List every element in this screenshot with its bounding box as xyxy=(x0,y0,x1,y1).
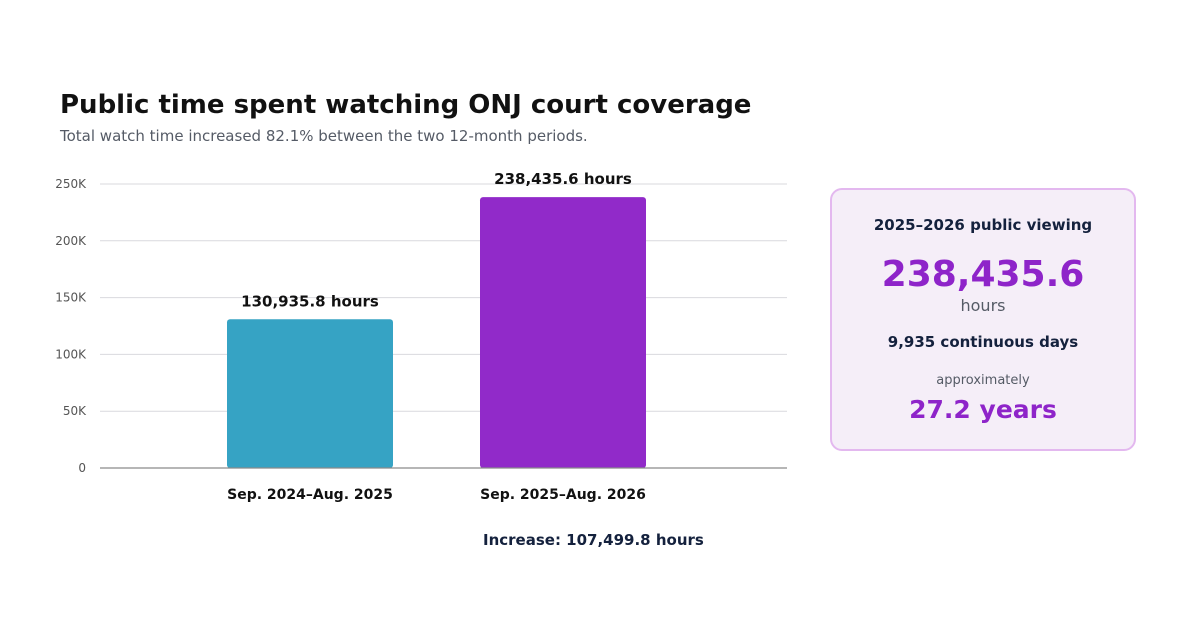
summary-card-approx: approximately xyxy=(936,373,1030,388)
x-tick-label: Sep. 2024–Aug. 2025 xyxy=(227,487,393,503)
summary-card-years: 27.2 years xyxy=(909,395,1057,424)
y-tick-label: 100K xyxy=(55,347,87,361)
chart-title: Public time spent watching ONJ court cov… xyxy=(60,90,752,120)
x-tick-label: Sep. 2025–Aug. 2026 xyxy=(480,487,646,503)
summary-card-unit: hours xyxy=(960,296,1006,315)
summary-card-days: 9,935 continuous days xyxy=(887,333,1079,351)
y-tick-label: 150K xyxy=(55,291,87,305)
summary-card-value: 238,435.6 xyxy=(881,254,1085,295)
y-tick-label: 50K xyxy=(63,404,87,418)
y-tick-label: 0 xyxy=(78,461,86,475)
bar xyxy=(480,197,646,469)
bar-data-label: 238,435.6 hours xyxy=(494,170,632,188)
bar-data-label: 130,935.8 hours xyxy=(241,292,379,310)
chart-subtitle: Total watch time increased 82.1% between… xyxy=(60,127,588,145)
increase-note: Increase: 107,499.8 hours xyxy=(483,531,704,549)
y-tick-label: 250K xyxy=(55,177,87,191)
summary-card-title: 2025–2026 public viewing xyxy=(873,216,1093,234)
y-tick-label: 200K xyxy=(55,234,87,248)
bar-chart: 0 50K 100K 150K 200K 250K 130,935.8 hours Sep. … xyxy=(55,170,787,503)
summary-card: 2025–2026 public viewing 238,435.6 hours… xyxy=(830,188,1136,451)
bar xyxy=(227,319,393,468)
